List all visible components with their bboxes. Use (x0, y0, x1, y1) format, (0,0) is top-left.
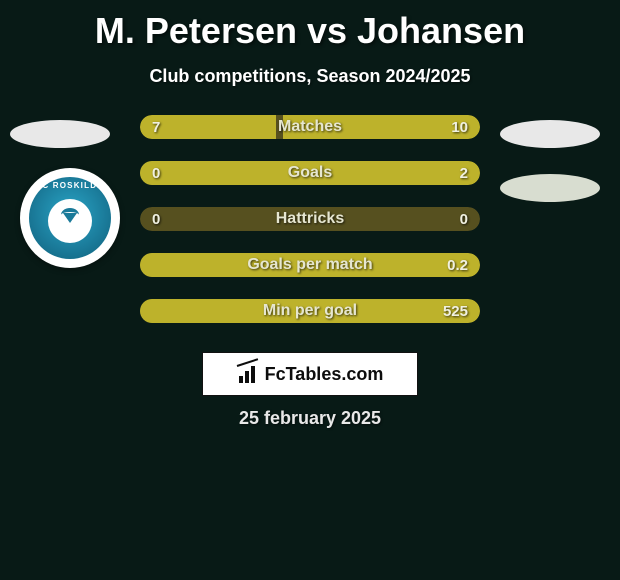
stat-value-left: 0 (152, 207, 160, 231)
stat-row: Matches7 10 (140, 115, 480, 139)
stat-label: Hattricks (140, 207, 480, 231)
bird-icon (48, 199, 92, 243)
stat-label: Min per goal (140, 299, 480, 323)
chart-icon (237, 365, 259, 383)
player-left-avatar (10, 120, 110, 148)
stat-value-right: 2 (460, 161, 468, 185)
stat-row: Min per goal525 (140, 299, 480, 323)
stat-label: Matches (140, 115, 480, 139)
player-right-avatar (500, 120, 600, 148)
stat-row: Hattricks0 0 (140, 207, 480, 231)
stat-value-left: 7 (152, 115, 160, 139)
stat-row: Goals0 2 (140, 161, 480, 185)
comparison-chart: Matches710Goals02Hattricks00Goals per ma… (140, 115, 480, 345)
club-left-name: FC ROSKILDE (29, 181, 111, 190)
stat-label: Goals per match (140, 253, 480, 277)
club-right-badge (500, 174, 600, 202)
stat-row: Goals per match0.2 (140, 253, 480, 277)
stat-value-right: 525 (443, 299, 468, 323)
stat-value-right: 0.2 (447, 253, 468, 277)
stat-value-left: 0 (152, 161, 160, 185)
page-title: M. Petersen vs Johansen (0, 0, 620, 52)
subtitle: Club competitions, Season 2024/2025 (0, 66, 620, 87)
stat-label: Goals (140, 161, 480, 185)
club-left-badge: FC ROSKILDE (20, 168, 120, 268)
brand-box: FcTables.com (202, 352, 418, 396)
stat-value-right: 10 (451, 115, 468, 139)
date-text: 25 february 2025 (0, 408, 620, 429)
brand-text: FcTables.com (265, 364, 384, 385)
stat-value-right: 0 (460, 207, 468, 231)
